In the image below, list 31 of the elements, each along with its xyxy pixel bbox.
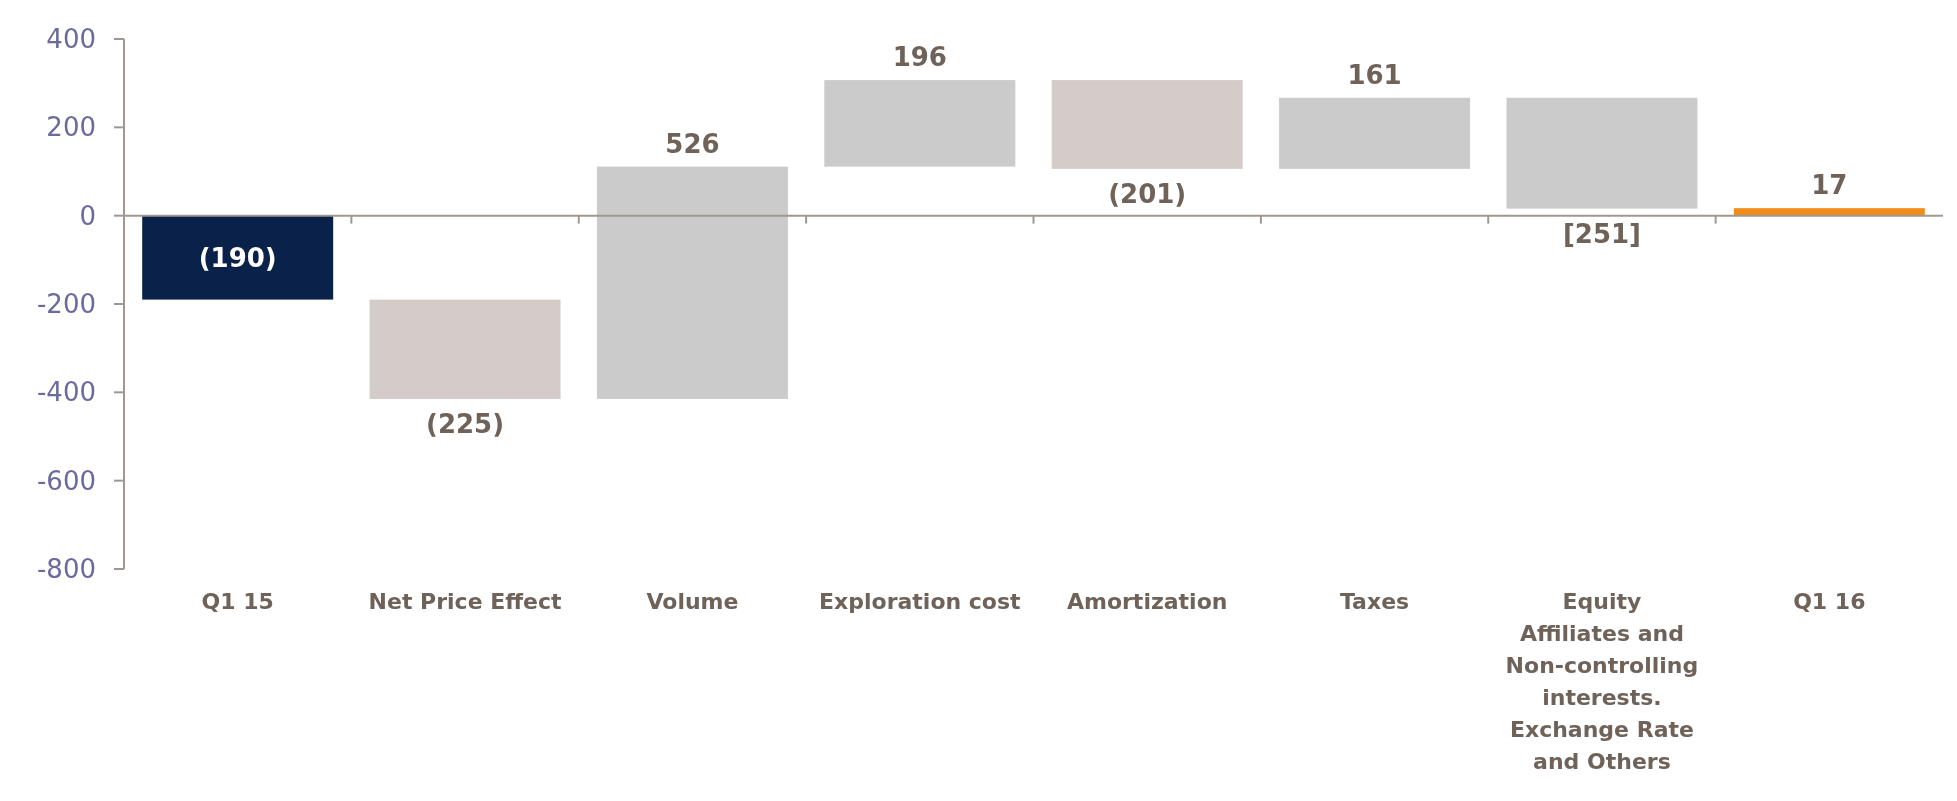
y-tick-label: -200: [36, 289, 96, 319]
bar: [1051, 80, 1243, 169]
data-label: [251]: [1562, 218, 1641, 249]
data-label: 17: [1811, 170, 1848, 201]
bar: [1506, 97, 1698, 209]
x-tick-label: Exploration cost: [819, 589, 1022, 614]
x-tick-label: Equity Affiliates and Non-controlling interests. Exchange Rate and Others: [1505, 589, 1699, 774]
bar: [596, 166, 788, 399]
x-tick-label: Q1 16: [1793, 589, 1866, 614]
data-label: (201): [1108, 178, 1187, 209]
x-tick-label: Net Price Effect: [368, 589, 563, 614]
x-tick-label: Q1 15: [201, 589, 274, 614]
bar: [1733, 208, 1925, 216]
data-label: 526: [665, 128, 720, 159]
bar: [824, 80, 1016, 167]
data-label: (190): [198, 242, 277, 273]
y-tick-label: -400: [36, 377, 96, 408]
x-tick-label: Taxes: [1339, 589, 1410, 614]
y-tick-label: 0: [79, 200, 96, 231]
y-tick-label: -800: [36, 554, 96, 584]
data-label: (225): [426, 408, 505, 439]
y-tick-label: 200: [46, 112, 96, 143]
bar: [369, 299, 561, 399]
y-tick-label: 400: [46, 24, 96, 54]
data-label: 161: [1347, 59, 1402, 90]
x-tick-label: Amortization: [1066, 589, 1228, 614]
bar: [142, 215, 334, 300]
bar: [1279, 97, 1471, 169]
x-tick-label: Volume: [646, 589, 739, 614]
data-label: 196: [892, 42, 947, 73]
y-tick-label: -600: [36, 465, 96, 496]
